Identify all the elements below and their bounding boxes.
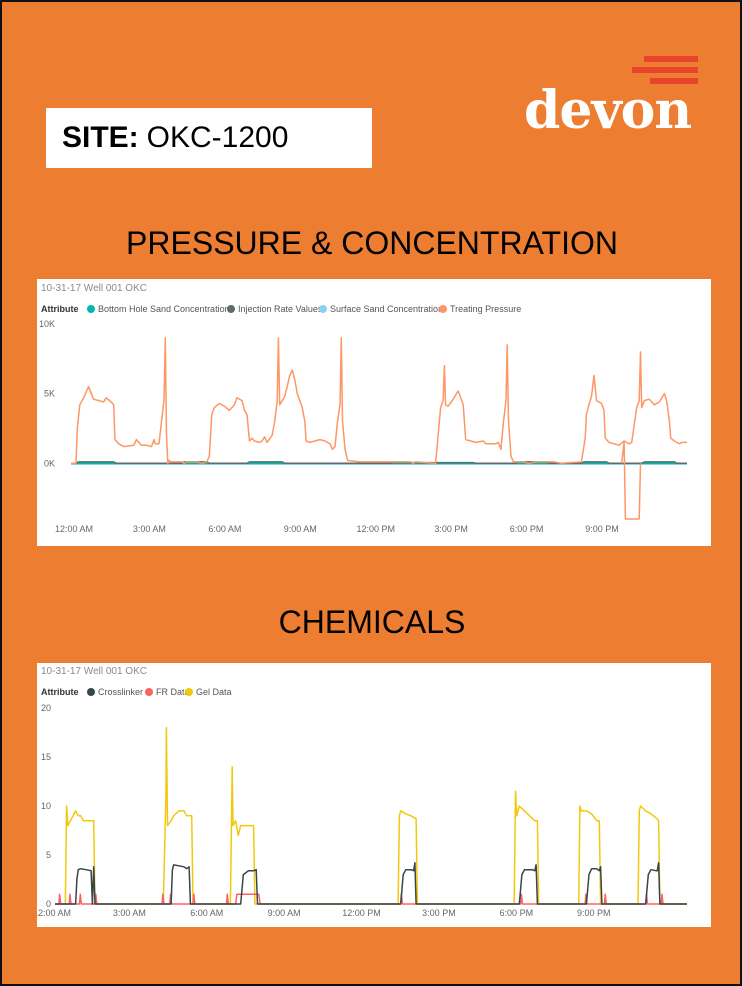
legend-label-treating-pressure: Treating Pressure xyxy=(450,304,521,314)
legend-marker-bottom-hole-sand-concentration xyxy=(87,305,95,313)
chart-title: 10-31-17 Well 001 OKC xyxy=(41,666,147,677)
series-line-fr-data xyxy=(55,893,687,905)
legend-label-gel-data: Gel Data xyxy=(196,687,232,697)
y-tick-label: 0 xyxy=(46,899,51,909)
legend-marker-treating-pressure xyxy=(439,305,447,313)
x-tick-label: 3:00 PM xyxy=(434,524,468,534)
series-line-gel-data xyxy=(55,726,687,905)
site-label: SITE: xyxy=(62,121,139,154)
chemicals-section-title: CHEMICALS xyxy=(278,604,466,640)
series-line-crosslinker xyxy=(55,862,687,905)
legend-item-surface-sand-concentration[interactable]: Surface Sand Concentration xyxy=(319,304,443,314)
x-tick-label: 9:00 PM xyxy=(577,908,611,918)
devon-logo: devon xyxy=(522,54,702,144)
x-tick-label: 3:00 PM xyxy=(422,908,456,918)
y-tick-label: 0K xyxy=(44,458,55,468)
legend-label-surface-sand-concentration: Surface Sand Concentration xyxy=(330,304,443,314)
y-tick-label: 5 xyxy=(46,850,51,860)
pressure-chart-panel: 10-31-17 Well 001 OKC Attribute Bottom Hol… xyxy=(37,279,711,546)
y-tick-label: 5K xyxy=(44,389,55,399)
chart-title: 10-31-17 Well 001 OKC xyxy=(41,283,147,294)
x-tick-label: 9:00 AM xyxy=(284,524,317,534)
x-tick-label: 12:00 PM xyxy=(342,908,381,918)
legend-item-crosslinker[interactable]: Crosslinker xyxy=(87,687,143,697)
legend-label-injection-rate-values: Injection Rate Values xyxy=(238,304,323,314)
legend-item-gel-data[interactable]: Gel Data xyxy=(185,687,232,697)
x-tick-label: 6:00 AM xyxy=(208,524,241,534)
x-tick-label: 6:00 PM xyxy=(510,524,544,534)
series-line-treating-pressure xyxy=(71,337,687,465)
x-tick-label: 3:00 AM xyxy=(133,524,166,534)
site-box: SITE: OKC-1200 xyxy=(46,108,372,168)
x-tick-label: 6:00 PM xyxy=(500,908,534,918)
legend-label-crosslinker: Crosslinker xyxy=(98,687,143,697)
legend-marker-gel-data xyxy=(185,688,193,696)
y-tick-label: 10K xyxy=(39,319,55,329)
x-tick-label: 3:00 AM xyxy=(113,908,146,918)
legend-title: Attribute xyxy=(41,304,79,314)
legend-item-treating-pressure[interactable]: Treating Pressure xyxy=(439,304,521,314)
legend-item-injection-rate-values[interactable]: Injection Rate Values xyxy=(227,304,323,314)
x-tick-label: 12:00 AM xyxy=(55,524,93,534)
legend-marker-surface-sand-concentration xyxy=(319,305,327,313)
legend-item-fr-data[interactable]: FR Data xyxy=(145,687,190,697)
y-tick-label: 15 xyxy=(41,752,51,762)
pressure-section-title: PRESSURE & CONCENTRATION xyxy=(126,225,618,261)
chemicals-chart: 10-31-17 Well 001 OKC Attribute Crosslinke… xyxy=(37,666,687,918)
pressure-chart: 10-31-17 Well 001 OKC Attribute Bottom Hol… xyxy=(39,283,687,534)
chemicals-chart-panel: 10-31-17 Well 001 OKC Attribute Crosslinke… xyxy=(37,663,711,927)
x-tick-label: 9:00 PM xyxy=(585,524,619,534)
legend-marker-injection-rate-values xyxy=(227,305,235,313)
x-tick-label: 12:00 AM xyxy=(37,908,71,918)
legend-item-bottom-hole-sand-concentration[interactable]: Bottom Hole Sand Concentration xyxy=(87,304,230,314)
x-tick-label: 12:00 PM xyxy=(356,524,395,534)
legend-marker-crosslinker xyxy=(87,688,95,696)
series-line-treating-pressure xyxy=(620,441,642,520)
x-tick-label: 9:00 AM xyxy=(268,908,301,918)
logo-bars-icon xyxy=(632,56,698,84)
logo-wordmark: devon xyxy=(524,80,692,141)
legend-marker-fr-data xyxy=(145,688,153,696)
y-tick-label: 10 xyxy=(41,801,51,811)
legend-label-bottom-hole-sand-concentration: Bottom Hole Sand Concentration xyxy=(98,304,230,314)
legend-title: Attribute xyxy=(41,687,79,697)
x-tick-label: 6:00 AM xyxy=(190,908,223,918)
legend-label-fr-data: FR Data xyxy=(156,687,190,697)
site-value: OKC-1200 xyxy=(146,121,289,154)
y-tick-label: 20 xyxy=(41,703,51,713)
